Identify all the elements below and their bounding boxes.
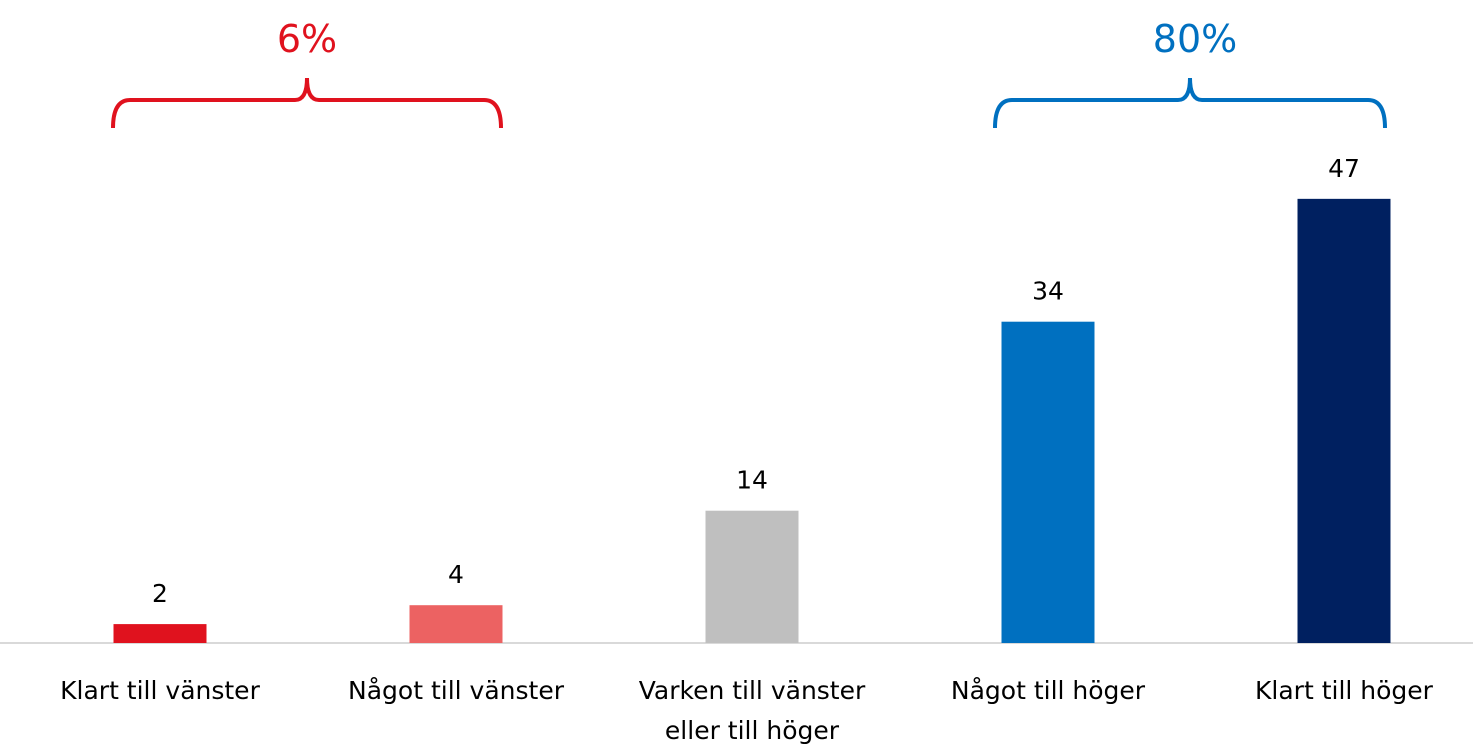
annotation: 6% <box>277 17 337 61</box>
value-label: 14 <box>736 466 768 495</box>
bar <box>705 510 799 643</box>
x-tick-label: Något till vänster <box>348 676 565 705</box>
value-label: 2 <box>152 579 168 608</box>
brace <box>111 77 503 129</box>
bar <box>1001 321 1095 643</box>
x-tick-label: Klart till höger <box>1255 676 1434 705</box>
x-tick-label: Klart till vänster <box>60 676 260 705</box>
bar <box>1297 198 1391 643</box>
bar <box>113 624 207 643</box>
brace <box>993 77 1387 129</box>
value-label: 4 <box>448 560 464 589</box>
bar <box>409 605 503 643</box>
value-label: 34 <box>1032 277 1064 306</box>
x-tick-label: Något till höger <box>951 676 1146 705</box>
x-tick-label: Varken till vänster eller till höger <box>639 676 866 745</box>
value-label: 47 <box>1328 154 1360 183</box>
annotation: 80% <box>1153 17 1237 61</box>
